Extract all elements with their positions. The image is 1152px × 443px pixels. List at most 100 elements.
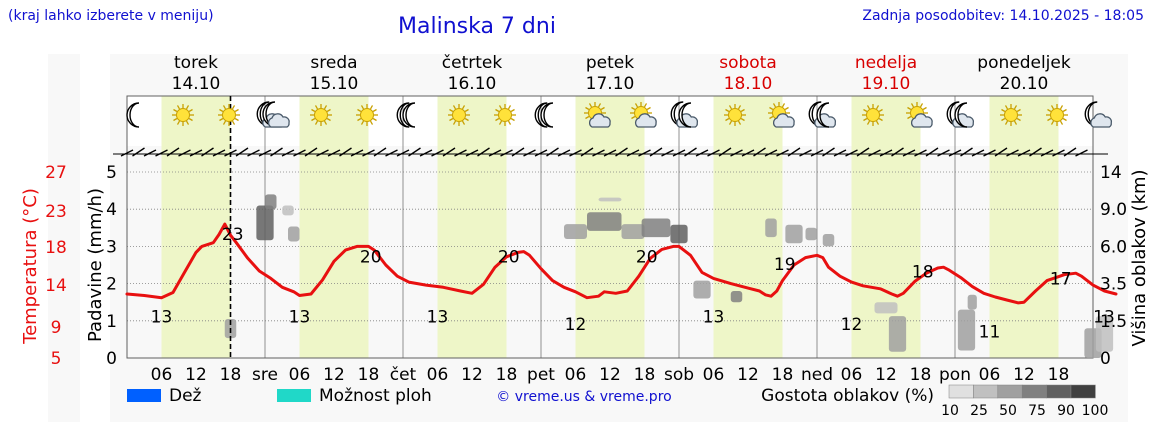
temperature-line: [125, 222, 1118, 305]
sun-icon: [356, 104, 378, 126]
cloud-cell: [265, 194, 277, 210]
sun-ray: [600, 106, 605, 111]
wind-barb: [902, 149, 916, 157]
sun-ray: [1004, 120, 1009, 125]
sun-cloud-icon: [630, 102, 657, 128]
hour-tick: 18: [358, 365, 380, 385]
sun-ray: [234, 117, 239, 122]
cloud-cell: [765, 218, 777, 238]
cloud-height-tick: 3.5: [1100, 275, 1127, 295]
wind-barb: [339, 147, 352, 157]
day-date: 14.10: [172, 74, 221, 94]
sun-ray: [464, 117, 469, 122]
sun-ray: [878, 117, 883, 122]
wind-barb: [649, 147, 663, 157]
sun-ray: [1013, 105, 1018, 110]
precip-axis-title: Padavine (mm/h): [85, 188, 106, 342]
wind-barb: [592, 149, 605, 157]
cloud-cell: [805, 227, 817, 241]
sun-ray: [781, 103, 786, 108]
wind-barb: [511, 147, 525, 157]
temperature-tick: 18: [45, 238, 67, 258]
cloud-cell: [874, 302, 898, 314]
wind-barb: [718, 147, 732, 157]
sun-ray: [863, 117, 868, 122]
sun-ray: [323, 120, 328, 125]
rain-swatch: [127, 389, 161, 402]
cloud-cell: [670, 224, 688, 244]
daylight-band: [299, 96, 369, 358]
wind-barb: [235, 147, 249, 157]
cloud-cell: [1095, 316, 1114, 352]
temperature-label: 19: [774, 255, 796, 275]
wind-barb: [1006, 149, 1019, 157]
day-date: 18.10: [724, 74, 773, 94]
wind-barb: [362, 149, 375, 157]
day-date: 15.10: [310, 74, 359, 94]
cloud-cell: [587, 212, 622, 231]
wind-barb: [983, 149, 996, 157]
hour-tick: 06: [703, 365, 725, 385]
cloud-density-swatch: [1046, 384, 1072, 399]
day-date: 16.10: [448, 74, 497, 94]
sun-ray: [875, 120, 880, 125]
wind-barb: [201, 147, 214, 157]
hour-tick: 06: [151, 365, 173, 385]
sun-ray: [1050, 120, 1055, 125]
sun-ray: [176, 120, 181, 125]
cloud-height-axis-title: Višina oblakov (km): [1129, 169, 1150, 346]
wind-barb: [1052, 149, 1065, 157]
sun-ray: [737, 120, 742, 125]
temperature-label: 20: [360, 247, 382, 267]
sun-ray: [326, 117, 331, 122]
wind-barb: [419, 149, 433, 157]
wind-barb: [189, 149, 203, 157]
page-title: Malinska 7 dni: [398, 14, 556, 39]
temperature-label: 11: [979, 322, 1001, 342]
storm-legend-label: Možnost ploh: [319, 386, 432, 406]
temperature-label: 23: [222, 225, 244, 245]
sun-ray: [314, 105, 319, 110]
hour-tick: 18: [496, 365, 518, 385]
moon-crescent: [126, 102, 140, 128]
sun-ray: [219, 117, 224, 122]
sun-ray: [769, 115, 774, 120]
hour-tick: 06: [427, 365, 449, 385]
wind-barb: [661, 149, 674, 157]
last-updated: Zadnja posodobitev: 14.10.2025 - 18:05: [862, 8, 1144, 24]
wind-barb: [143, 149, 157, 157]
temperature-label: 13: [151, 307, 173, 327]
sun-ray: [784, 106, 789, 111]
moon-cloud-icon: [1084, 101, 1112, 128]
wind-barb: [948, 149, 962, 157]
wind-barb: [799, 149, 812, 157]
day-date: 17.10: [586, 74, 635, 94]
cloud-density-swatch: [973, 384, 999, 399]
sun-ray: [231, 105, 236, 110]
wind-barb: [477, 147, 490, 157]
hour-tick: 12: [1013, 365, 1035, 385]
daylight-band: [851, 96, 921, 358]
sun-ray: [369, 105, 374, 110]
temperature-label: 12: [565, 315, 587, 335]
temperature-label: 18: [912, 262, 934, 282]
moon-icon: [540, 102, 554, 128]
wind-barb: [155, 149, 168, 157]
moon-icon: [534, 102, 548, 128]
moon-crescent: [816, 102, 830, 128]
cloud-puff: [772, 113, 795, 128]
cloud-cell: [621, 224, 645, 239]
wind-barb: [557, 149, 571, 157]
moon-icon: [396, 102, 410, 128]
sun-ray: [878, 108, 883, 113]
sun-ray: [449, 117, 454, 122]
hour-tick: 12: [737, 365, 759, 385]
sun-icon: [218, 104, 240, 126]
wind-barb: [730, 149, 743, 157]
sun-ray: [311, 117, 316, 122]
region-hint[interactable]: (kraj lahko izberete v meniju): [8, 8, 214, 24]
wind-barb: [1075, 149, 1088, 157]
temperature-label: 20: [498, 247, 520, 267]
cloud-cell: [282, 205, 294, 216]
wind-barb: [879, 149, 893, 157]
